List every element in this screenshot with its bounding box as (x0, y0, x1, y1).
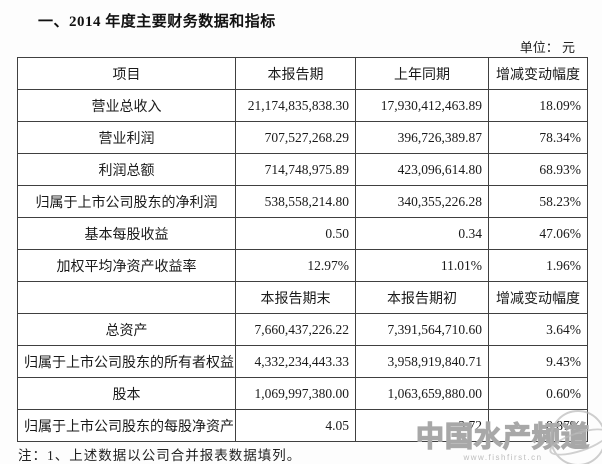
unit-label: 单位： 元 (519, 40, 575, 55)
table-row: 股本 1,069,997,380.00 1,063,659,880.00 0.6… (17, 377, 588, 410)
current-value: 4.05 (235, 409, 356, 442)
table-row: 归属于上市公司股东的所有者权益 4,332,234,443.33 3,958,9… (17, 345, 588, 378)
current-value: 714,748,975.89 (235, 153, 356, 186)
change-value: 9.43% (488, 345, 588, 378)
row-label: 总资产 (17, 313, 236, 346)
change-value: 0.60% (488, 377, 588, 410)
footnote: 注：1、上述数据以公司合并报表数据填列。 (18, 448, 302, 463)
prior-value: 7,391,564,710.60 (355, 313, 489, 346)
prior-value: 3,958,919,840.71 (355, 345, 489, 378)
table-row: 营业利润 707,527,268.29 396,726,389.87 78.34… (17, 121, 588, 154)
row-label: 归属于上市公司股东的净利润 (17, 185, 236, 218)
header-change: 增减变动幅度 (488, 57, 588, 90)
table-row: 营业总收入 21,174,835,838.30 17,930,412,463.8… (17, 89, 588, 122)
table-row: 总资产 7,660,437,226.22 7,391,564,710.60 3.… (17, 313, 588, 346)
change-value: 1.96% (488, 249, 588, 282)
header-prior-period: 上年同期 (355, 57, 489, 90)
header-item: 项目 (17, 57, 236, 90)
current-value: 7,660,437,226.22 (235, 313, 356, 346)
section-title: 一、2014 年度主要财务数据和指标 (38, 14, 276, 30)
table-header-row-period: 项目 本报告期 上年同期 增减变动幅度 (17, 57, 588, 90)
current-value: 4,332,234,443.33 (235, 345, 356, 378)
header-period-end: 本报告期末 (235, 281, 356, 314)
current-value: 538,558,214.80 (235, 185, 356, 218)
prior-value: 17,930,412,463.89 (355, 89, 489, 122)
row-label: 加权平均净资产收益率 (17, 249, 236, 282)
financial-data-table: 项目 本报告期 上年同期 增减变动幅度 营业总收入 21,174,835,838… (17, 57, 588, 442)
change-value: 58.23% (488, 185, 588, 218)
row-label: 股本 (17, 377, 236, 410)
header-change: 增减变动幅度 (488, 281, 588, 314)
prior-value: 0.34 (355, 217, 489, 250)
current-value: 1,069,997,380.00 (235, 377, 356, 410)
prior-value: 423,096,614.80 (355, 153, 489, 186)
change-value: 68.93% (488, 153, 588, 186)
row-label: 营业总收入 (17, 89, 236, 122)
prior-value: 11.01% (355, 249, 489, 282)
table-row: 归属于上市公司股东的每股净资产 4.05 3.72 8.87% (17, 409, 588, 442)
current-value: 21,174,835,838.30 (235, 89, 356, 122)
change-value: 47.06% (488, 217, 588, 250)
change-value: 78.34% (488, 121, 588, 154)
table-header-row-balance: 本报告期末 本报告期初 增减变动幅度 (17, 281, 588, 314)
watermark-site-url: www.fishfirst.cn (463, 453, 543, 462)
table-row: 加权平均净资产收益率 12.97% 11.01% 1.96% (17, 249, 588, 282)
header-period-begin: 本报告期初 (355, 281, 489, 314)
table-row: 归属于上市公司股东的净利润 538,558,214.80 340,355,226… (17, 185, 588, 218)
prior-value: 3.72 (355, 409, 489, 442)
row-label: 基本每股收益 (17, 217, 236, 250)
change-value: 8.87% (488, 409, 588, 442)
current-value: 707,527,268.29 (235, 121, 356, 154)
current-value: 0.50 (235, 217, 356, 250)
prior-value: 396,726,389.87 (355, 121, 489, 154)
table-row: 基本每股收益 0.50 0.34 47.06% (17, 217, 588, 250)
row-label: 归属于上市公司股东的每股净资产 (17, 409, 236, 442)
prior-value: 340,355,226.28 (355, 185, 489, 218)
header-item-empty (17, 281, 236, 314)
prior-value: 1,063,659,880.00 (355, 377, 489, 410)
row-label: 营业利润 (17, 121, 236, 154)
table-row: 利润总额 714,748,975.89 423,096,614.80 68.93… (17, 153, 588, 186)
current-value: 12.97% (235, 249, 356, 282)
change-value: 3.64% (488, 313, 588, 346)
row-label: 归属于上市公司股东的所有者权益 (17, 345, 236, 378)
change-value: 18.09% (488, 89, 588, 122)
row-label: 利润总额 (17, 153, 236, 186)
header-current-period: 本报告期 (235, 57, 356, 90)
